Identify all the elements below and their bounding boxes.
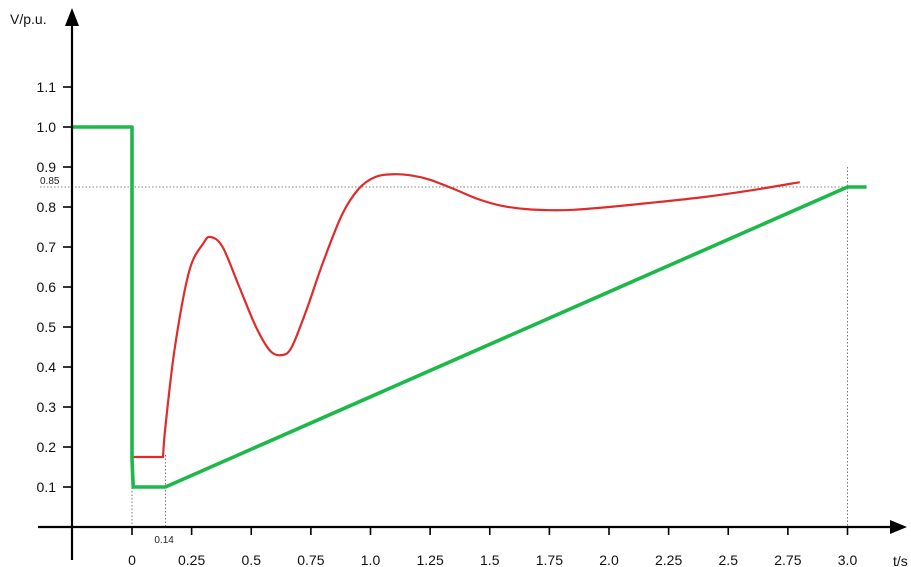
x-tick-label: 2.75 — [774, 552, 801, 567]
series-line-red — [72, 125, 800, 459]
x-tick-label: 0.5 — [242, 552, 262, 567]
y-tick-label: 0.6 — [37, 279, 57, 295]
x-tick-label: 1.0 — [361, 552, 381, 567]
x-tick-label: 0.25 — [178, 552, 205, 567]
x-tick-label: 0.75 — [297, 552, 324, 567]
y-tick-label: 0.8 — [37, 199, 57, 215]
y-tick-label: 0.9 — [37, 159, 57, 175]
y-tick-label: 0.5 — [37, 319, 57, 335]
labels: V/p.u. t/s 0.1 0.2 0.3 0.4 0.5 0.6 0.7 0.8 0.9 1.… — [10, 11, 908, 567]
y-axis-arrow — [65, 8, 79, 26]
y-axis-title: V/p.u. — [10, 11, 47, 27]
series-line-green — [72, 125, 867, 489]
y-tick-label: 0.4 — [37, 359, 57, 375]
x-tick-label: 2.25 — [655, 552, 682, 567]
annotation-085: 0.85 — [40, 176, 60, 187]
x-axis-arrow — [890, 520, 907, 534]
x-tick-label: 0 — [128, 552, 136, 567]
x-tick-label: 3.0 — [838, 552, 858, 567]
y-tick-label: 0.7 — [37, 239, 57, 255]
x-tick-label: 1.5 — [480, 552, 500, 567]
series-layer — [72, 125, 867, 489]
x-axis-title: t/s — [893, 553, 908, 567]
y-tick-label: 0.1 — [37, 479, 57, 495]
y-tick-label: 1.0 — [37, 119, 57, 135]
y-tick-label: 1.1 — [37, 79, 57, 95]
x-tick-label: 2.0 — [599, 552, 619, 567]
axes — [38, 8, 907, 560]
y-tick-label: 0.2 — [37, 439, 57, 455]
x-tick-label: 2.5 — [719, 552, 739, 567]
x-tick-label: 1.25 — [417, 552, 444, 567]
y-tick-label: 0.3 — [37, 399, 57, 415]
annotation-014: 0.14 — [154, 535, 174, 546]
x-tick-label: 1.75 — [536, 552, 563, 567]
